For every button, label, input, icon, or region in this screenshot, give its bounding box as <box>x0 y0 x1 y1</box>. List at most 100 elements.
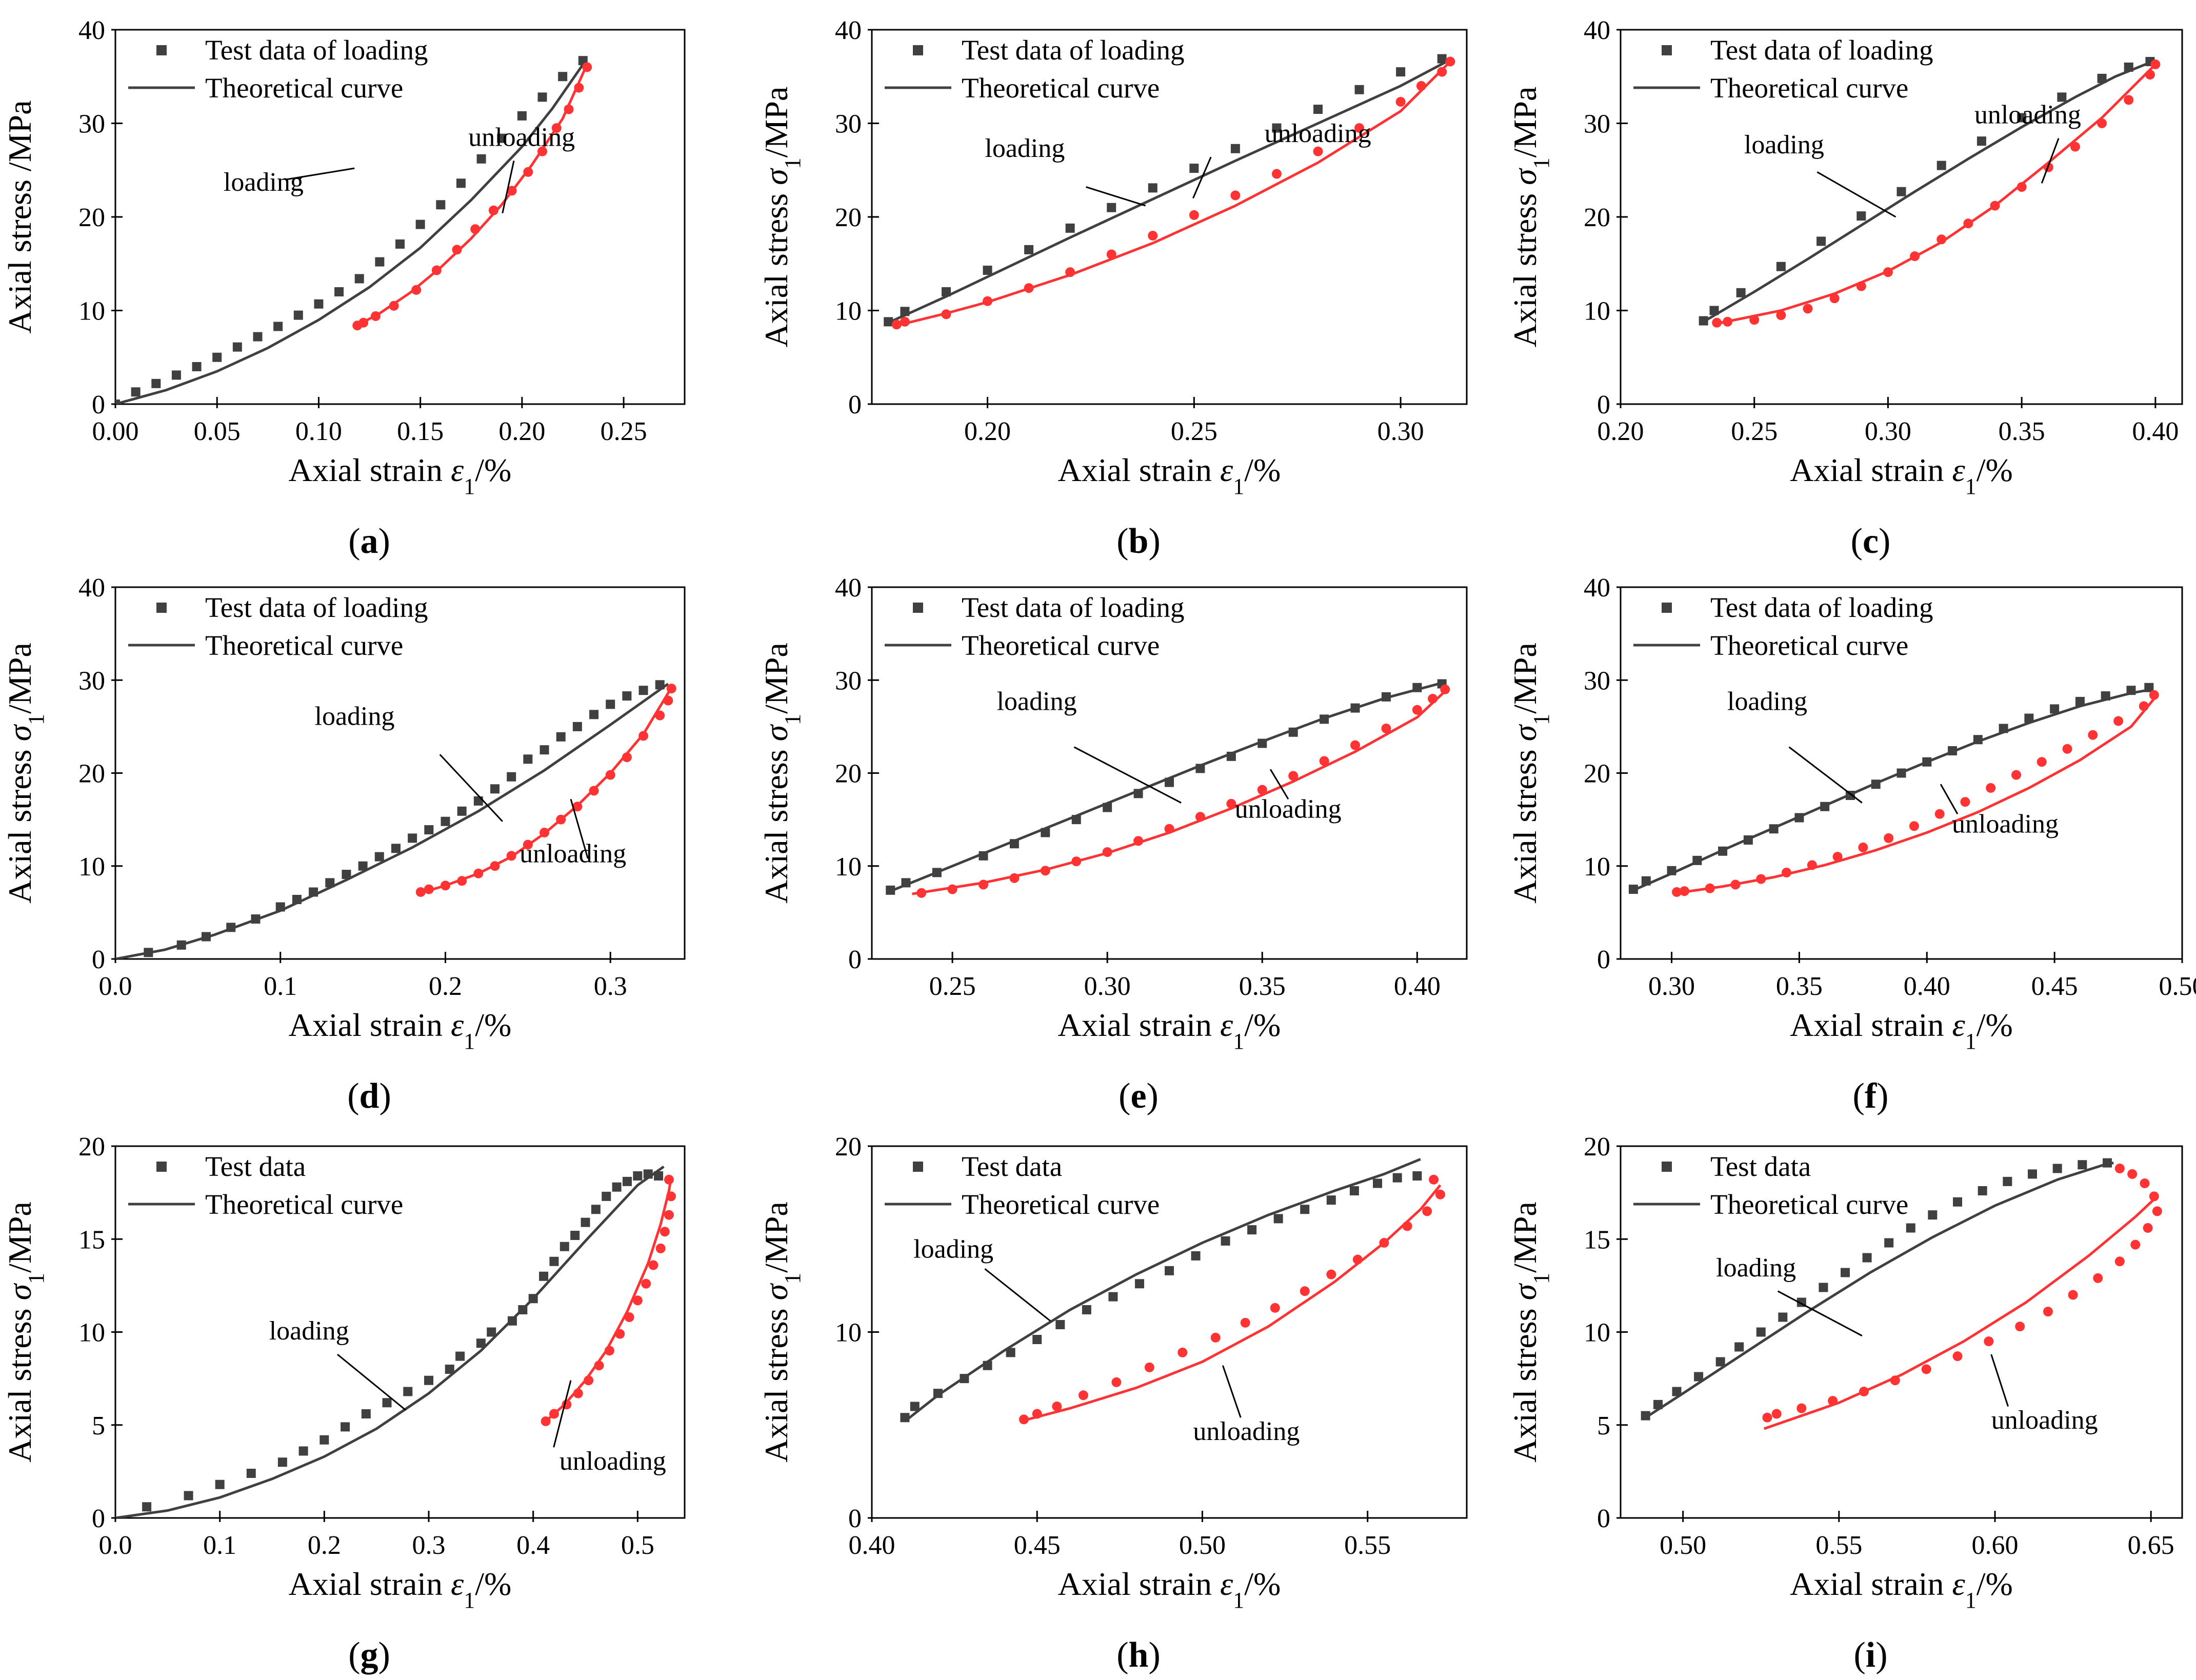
point-loading <box>570 1231 580 1240</box>
point-unloading <box>916 888 927 898</box>
point-loading <box>1928 1210 1938 1220</box>
point-loading <box>487 1327 496 1337</box>
x-axis-title: Axial strain ε1/% <box>1058 1007 1281 1054</box>
point-loading <box>232 342 242 352</box>
point-unloading <box>507 186 517 196</box>
point-unloading <box>1445 56 1455 67</box>
panel-label: (i) <box>1853 1635 1887 1675</box>
point-loading <box>1896 768 1906 778</box>
point-unloading <box>1133 836 1144 846</box>
point-loading <box>2144 683 2154 692</box>
point-loading <box>1653 1399 1663 1409</box>
point-loading <box>1692 855 1702 865</box>
y-tick-label: 20 <box>835 1132 862 1162</box>
y-axis-title: Axial stress σ1/MPa <box>1507 1202 1554 1463</box>
point-unloading <box>891 319 902 330</box>
point-loading <box>1694 1372 1704 1382</box>
x-tick-label: 0.30 <box>1648 972 1695 1001</box>
y-tick-label: 30 <box>1584 666 1610 695</box>
annotation-loading: loading <box>224 168 304 197</box>
point-loading <box>589 710 599 719</box>
series-group <box>886 679 1450 898</box>
point-unloading <box>2068 1290 2078 1300</box>
point-loading <box>374 852 384 862</box>
point-loading <box>314 299 324 309</box>
point-unloading <box>506 851 516 861</box>
annotation-unloading: unloading <box>1952 810 2059 839</box>
point-unloading <box>1934 809 1945 819</box>
y-tick-label: 10 <box>835 1318 862 1348</box>
point-unloading <box>2114 1256 2125 1267</box>
point-unloading <box>1164 824 1174 834</box>
annotation-loading: loading <box>997 687 1077 716</box>
point-unloading <box>2139 701 2149 711</box>
point-loading <box>456 178 466 188</box>
point-loading <box>1320 714 1329 724</box>
y-tick-label: 15 <box>1584 1225 1610 1254</box>
point-unloading <box>1422 1206 1432 1216</box>
point-loading <box>251 914 261 924</box>
annotation-unloading: unloading <box>1265 119 1371 148</box>
annotation-leader <box>1788 746 1863 804</box>
point-loading <box>184 1491 193 1501</box>
point-loading <box>1856 211 1866 221</box>
annotation-loading: loading <box>315 702 395 731</box>
point-unloading <box>1782 867 1792 877</box>
series-group <box>115 56 592 404</box>
x-tick-label: 0.5 <box>621 1531 654 1560</box>
point-unloading <box>1354 123 1365 133</box>
point-loading <box>2050 704 2060 714</box>
point-unloading <box>1230 190 1241 201</box>
point-unloading <box>1189 210 1199 220</box>
x-tick-label: 0.50 <box>1179 1531 1226 1560</box>
y-tick-label: 30 <box>835 110 862 139</box>
point-unloading <box>1319 756 1329 766</box>
point-loading <box>1009 839 1019 849</box>
point-unloading <box>2062 744 2072 754</box>
point-unloading <box>452 245 462 255</box>
point-loading <box>144 948 153 957</box>
annotation-leader <box>1777 1290 1863 1337</box>
point-unloading <box>411 285 422 295</box>
y-tick-label: 30 <box>78 666 105 695</box>
point-loading <box>1672 1387 1682 1396</box>
y-tick-label: 20 <box>1584 759 1610 789</box>
point-unloading <box>1009 873 1020 883</box>
point-loading <box>655 680 665 690</box>
point-loading <box>2052 1164 2062 1173</box>
series-theoretical-unloading <box>1020 1184 1442 1423</box>
series-theoretical-loading <box>115 683 669 959</box>
point-unloading <box>1210 1332 1221 1343</box>
point-loading <box>1288 727 1298 737</box>
point-loading <box>1715 1357 1725 1367</box>
legend-marker-test-data <box>1662 603 1672 613</box>
x-tick-label: 0.30 <box>1378 417 1424 446</box>
annotation-unloading: unloading <box>1235 795 1342 824</box>
point-loading <box>1191 1251 1201 1261</box>
point-unloading <box>1756 874 1766 884</box>
y-tick-label: 20 <box>835 759 862 789</box>
point-unloading <box>1195 812 1205 822</box>
point-unloading <box>1705 883 1715 893</box>
plot-frame <box>871 1145 1468 1519</box>
point-loading <box>403 1387 413 1396</box>
y-axis-title: Axial stress /MPa <box>2 100 38 333</box>
point-loading <box>1871 779 1881 789</box>
y-tick-label: 10 <box>78 1318 105 1348</box>
point-unloading <box>594 1361 604 1371</box>
x-tick-label: 0.45 <box>1014 1531 1061 1560</box>
point-unloading <box>2043 1307 2053 1317</box>
annotation-leader <box>1269 769 1289 800</box>
point-unloading <box>2015 1322 2025 1332</box>
point-unloading <box>666 1191 676 1202</box>
point-unloading <box>941 309 951 319</box>
annotation-leader <box>1990 1354 2009 1407</box>
point-unloading <box>1749 315 1760 325</box>
x-tick-label: 0.50 <box>2159 972 2196 1001</box>
y-tick-label: 20 <box>1584 203 1610 232</box>
point-unloading <box>1402 1221 1412 1231</box>
legend-entry: Test data of loading <box>962 592 1185 623</box>
point-loading <box>1778 1312 1788 1322</box>
point-unloading <box>523 167 533 177</box>
